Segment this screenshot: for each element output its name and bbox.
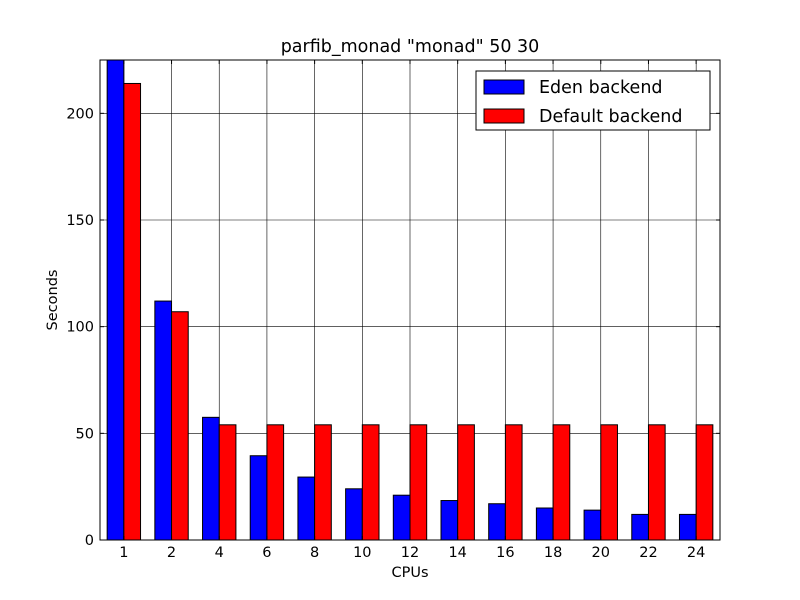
x-tick-label: 22 xyxy=(639,545,657,561)
bar-eden-backend-8 xyxy=(297,476,316,541)
x-axis-label: CPUs xyxy=(391,565,428,581)
legend: Eden backend Default backend xyxy=(475,70,711,131)
bar-eden-backend-6 xyxy=(249,455,268,541)
bar-eden-backend-10 xyxy=(345,488,363,541)
x-tick-label: 12 xyxy=(401,545,419,561)
x-tick-label: 14 xyxy=(448,545,466,561)
bar-default-backend-10 xyxy=(361,424,380,541)
y-tick-label: 200 xyxy=(66,106,94,122)
bar-eden-backend-20 xyxy=(583,509,602,541)
x-tick-label: 10 xyxy=(353,545,371,561)
bar-eden-backend-16 xyxy=(488,503,506,541)
bar-eden-backend-24 xyxy=(678,513,697,541)
legend-label-eden-backend: Eden backend xyxy=(539,78,663,98)
bar-eden-backend-18 xyxy=(535,507,554,541)
x-tick-label: 16 xyxy=(496,545,514,561)
bar-default-backend-16 xyxy=(504,424,523,541)
bar-eden-backend-14 xyxy=(440,500,459,541)
x-tick-label: 6 xyxy=(262,545,271,561)
x-tick-label: 24 xyxy=(687,545,705,561)
legend-label-default-backend: Default backend xyxy=(539,107,682,127)
bar-default-backend-22 xyxy=(647,424,666,541)
bar-default-backend-20 xyxy=(600,424,618,541)
legend-swatch-default-backend xyxy=(483,108,525,124)
y-tick-label: 100 xyxy=(66,320,94,336)
bar-default-backend-8 xyxy=(314,424,332,541)
y-tick-label: 0 xyxy=(85,533,94,549)
bar-default-backend-1 xyxy=(123,82,142,541)
bar-default-backend-2 xyxy=(171,311,189,541)
chart-title: parfib_monad "monad" 50 30 xyxy=(281,37,540,57)
y-tick-label: 150 xyxy=(66,213,94,229)
y-axis-label: Seconds xyxy=(45,270,61,331)
bar-default-backend-6 xyxy=(266,424,285,541)
bar-default-backend-4 xyxy=(218,424,237,541)
bar-default-backend-12 xyxy=(409,424,428,541)
x-tick-label: 8 xyxy=(310,545,319,561)
x-tick-label: 1 xyxy=(119,545,128,561)
x-tick-label: 18 xyxy=(544,545,562,561)
y-tick-label: 50 xyxy=(76,426,94,442)
bar-eden-backend-12 xyxy=(392,494,411,541)
x-tick-label: 20 xyxy=(592,545,610,561)
legend-swatch-eden-backend xyxy=(483,79,525,95)
bar-default-backend-14 xyxy=(457,424,475,541)
bar-eden-backend-2 xyxy=(154,300,173,541)
bar-eden-backend-1 xyxy=(106,59,125,541)
bar-default-backend-18 xyxy=(552,424,571,541)
bar-eden-backend-4 xyxy=(202,416,220,541)
bar-eden-backend-22 xyxy=(631,513,649,541)
x-tick-label: 4 xyxy=(215,545,224,561)
x-tick-label: 2 xyxy=(167,545,176,561)
bar-default-backend-24 xyxy=(695,424,714,541)
